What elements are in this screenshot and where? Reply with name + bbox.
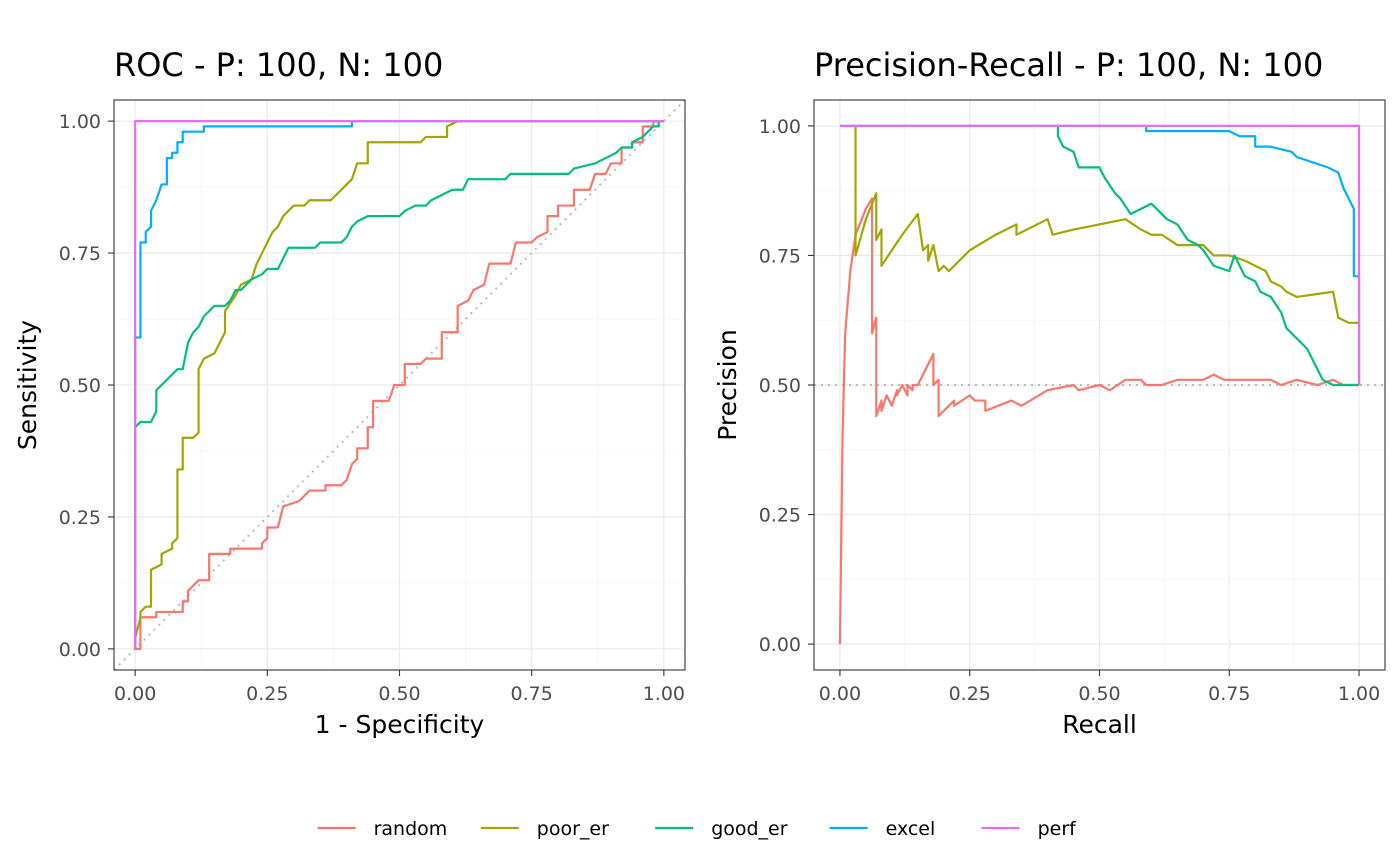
chart-title: Precision-Recall - P: 100, N: 100 [814,46,1323,84]
x-tick-label: 0.00 [819,683,861,705]
y-tick-label: 1.00 [59,111,101,133]
x-tick-label: 0.50 [378,683,420,705]
series-line-perf [134,120,664,649]
x-tick-label: 1.00 [643,683,685,705]
legend-label: poor_er [537,818,609,840]
series-line-poor-er [134,120,664,649]
legend-item-excel: excel [829,818,936,840]
series-group [838,124,1361,645]
series-group [134,120,664,650]
x-tick-label: 0.25 [246,683,288,705]
legend: random poor_er good_er excel perf [317,818,1078,840]
x-tick-label: 0.75 [511,683,553,705]
y-tick-label: 0.25 [759,505,801,527]
series-line-random [135,120,664,650]
series-line-good-er [134,120,664,428]
series-line-random [838,197,1360,645]
legend-item-perf: perf [981,818,1078,840]
legend-label: excel [886,818,936,840]
y-tick-label: 0.00 [759,634,801,656]
series-line-poor-er [854,125,1360,324]
y-tick-label: 0.75 [759,245,801,267]
legend-item-poor-er: poor_er [480,818,609,840]
y-axis-label: Precision [713,329,742,441]
series-line-perf [839,124,1361,385]
legend-label: random [374,818,448,840]
x-tick-label: 0.25 [949,683,991,705]
legend-item-good-er: good_er [655,818,788,840]
roc-panel: ROC - P: 100, N: 100 0.00 0.25 0.50 0.75 1.00… [13,46,686,739]
y-tick-label: 0.25 [59,507,101,529]
x-tick-label: 0.00 [114,683,156,705]
y-axis-label: Sensitivity [13,320,42,450]
legend-label: good_er [711,818,788,840]
series-line-excel [134,120,664,649]
x-tick-label: 0.75 [1208,683,1250,705]
x-tick-label: 1.00 [1338,683,1380,705]
legend-item-random: random [317,818,448,840]
chart-title: ROC - P: 100, N: 100 [114,46,443,84]
series-line-excel [839,124,1361,385]
y-tick-label: 1.00 [759,116,801,138]
series-line-good-er [1056,125,1360,387]
x-axis-label: 1 - Specificity [315,710,485,739]
x-tick-label: 0.50 [1078,683,1120,705]
y-tick-label: 0.75 [59,243,101,265]
y-tick-label: 0.50 [59,375,101,397]
legend-label: perf [1038,818,1078,840]
x-axis-label: Recall [1062,710,1137,739]
y-tick-label: 0.00 [59,639,101,661]
y-tick-label: 0.50 [759,375,801,397]
precision-recall-panel: Precision-Recall - P: 100, N: 100 0.00 0.2… [713,46,1386,739]
